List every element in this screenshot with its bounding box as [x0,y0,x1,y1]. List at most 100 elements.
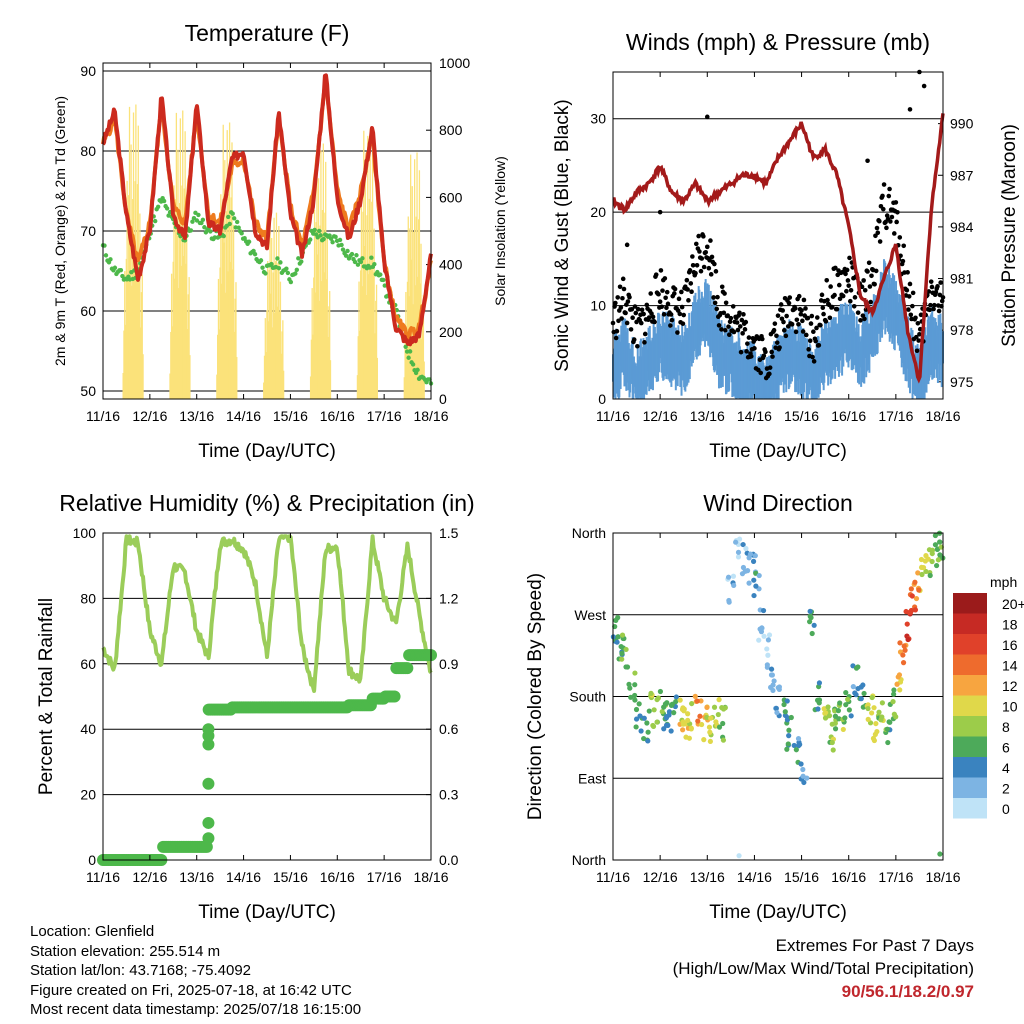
pressure-y-tick-label: 978 [950,322,974,338]
gust-point [704,114,710,120]
gust-point [613,300,618,306]
temperature-x-tick-label: 11/16 [86,408,120,424]
direction-point [766,632,773,638]
direction-point [764,662,770,668]
humidity-x-tick-label: 15/16 [273,869,308,885]
gust-point [836,282,842,288]
gust-point [737,310,742,316]
gust-point [894,219,899,225]
direction-point [615,614,621,621]
direction-point [878,717,884,723]
gust-point [887,186,892,192]
direction-point [699,721,705,728]
gust-point [771,327,777,333]
direction-point [869,710,875,716]
gust-point [738,349,744,355]
dewpoint-point [278,260,283,265]
dewpoint-point [260,265,265,270]
solar-y-tick-label: 1000 [439,55,470,71]
gust-point [872,281,877,287]
direction-point [704,704,710,711]
temperature-xlabel: Time (Day/UTC) [198,441,336,462]
gust-point [859,284,865,290]
pressure-y-tick-label: 990 [950,116,974,132]
gust-point [819,292,825,298]
gust-point [800,318,805,324]
winds-xlabel: Time (Day/UTC) [709,441,847,462]
dewpoint-point [118,267,124,273]
gust-point [886,193,892,199]
gust-point [706,265,712,271]
direction-point [720,720,726,727]
dewpoint-point [293,271,298,276]
gust-point [840,293,846,299]
gust-point [803,332,809,338]
gust-point [743,319,749,325]
gust-point [631,337,637,342]
gust-point [664,305,669,311]
gust-point [693,270,698,276]
direction-point [809,630,815,637]
pressure-y-tick-label: 987 [950,167,974,183]
temperature-ylabel-left: 2m & 9m T (Red, Orange) & 2m Td (Green) [52,96,68,366]
gust-point [937,292,943,298]
gust-point [843,271,848,277]
direction-point [680,705,686,711]
direction-point [632,692,638,699]
dewpoint-point [120,273,125,279]
gust-point [786,300,792,306]
gust-point [709,254,715,260]
gust-point [621,286,627,292]
gust-point [739,317,745,323]
direction-point [645,729,651,735]
wind-plot-frame [612,71,944,400]
precip-point [202,777,215,790]
direction-point [740,541,746,548]
dewpoint-point [378,272,383,277]
direction-point [651,707,657,713]
gust-point [846,283,852,288]
direction-point [920,564,927,571]
direction-point [816,680,823,686]
gust-point [652,319,657,325]
dewpoint-point [339,242,344,248]
gust-point [809,313,815,319]
direction-point [648,690,654,696]
gust-point [928,302,933,308]
direction-xlabel: Time (Day/UTC) [709,902,847,923]
direction-point [735,549,742,555]
direction-point [650,722,656,729]
gust-point [712,261,717,267]
gust-point [641,311,646,317]
rh-y-tick-label: 20 [80,787,96,803]
gust-point [741,312,746,317]
gust-point [624,320,630,326]
gust-point [935,284,940,289]
gust-point [916,338,921,343]
solar-y-tick-label: 200 [439,324,463,340]
direction-point [685,717,691,723]
gust-point [703,249,709,255]
gust-point [852,295,858,300]
dewpoint-point [236,225,241,230]
precip-point [388,690,401,703]
dewpoint-point [161,198,167,204]
dewpoint-point [316,228,322,234]
gust-point [767,365,773,370]
dewpoint-point [381,277,386,283]
direction-point [850,684,856,690]
solar-y-tick-label: 400 [439,257,463,273]
gust-point [714,306,720,312]
gust-point [774,333,779,339]
direction-point [871,737,877,744]
direction-point [929,558,935,565]
rh-y-tick-label: 80 [80,590,96,606]
direction-point [897,687,903,693]
direction-point [781,701,787,708]
direction-point [825,704,831,710]
temp-2m-line [101,73,433,347]
dir-y-tick-label: North [572,852,606,868]
gust-point [686,298,691,303]
legend-label: 20+ [1002,596,1024,612]
